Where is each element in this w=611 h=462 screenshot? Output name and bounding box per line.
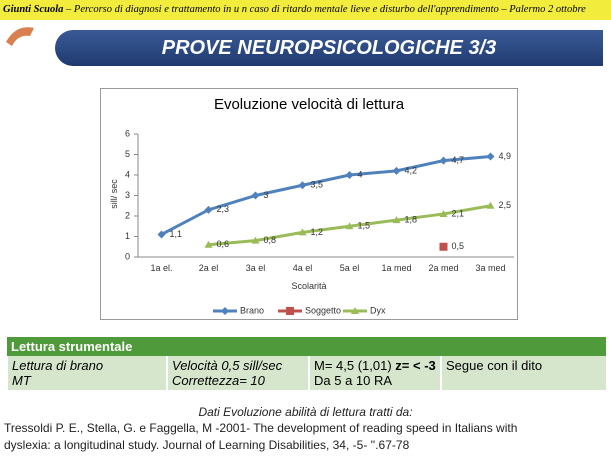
cell-line: Lettura di brano xyxy=(12,358,103,373)
marker xyxy=(440,157,448,165)
data-label: 2,3 xyxy=(217,204,230,214)
cell-line: Correttezza= 10 xyxy=(172,373,265,388)
chart-frame: Evoluzione velocità di lettura sill/ sec… xyxy=(100,88,518,320)
legend-label: Soggetto xyxy=(305,305,341,315)
marker xyxy=(393,167,401,175)
x-tick-label: 1a el. xyxy=(150,263,172,273)
marker xyxy=(440,243,448,251)
y-tick-label: 5 xyxy=(125,149,130,159)
slide: Giunti Scuola – Percorso di diagnosi e t… xyxy=(0,0,611,462)
data-label: 4,7 xyxy=(452,155,465,165)
series-line xyxy=(162,157,491,235)
cell-line: Segue con il dito xyxy=(446,358,542,373)
x-axis-label: Scolarità xyxy=(291,281,326,291)
marker xyxy=(346,171,354,179)
slide-title: PROVE NEUROPSICOLOGICHE 3/3 xyxy=(55,30,603,66)
data-label: 4 xyxy=(358,169,363,179)
data-label: 1,1 xyxy=(170,229,183,239)
data-label: 1,8 xyxy=(405,214,418,224)
table-header: Lettura strumentale xyxy=(7,337,606,356)
logo xyxy=(4,22,38,48)
header: Giunti Scuola – Percorso di diagnosi e t… xyxy=(0,0,611,20)
y-tick-label: 0 xyxy=(125,251,130,261)
cell-bold: z= < -3 xyxy=(395,358,435,373)
cell-line: MT xyxy=(12,373,31,388)
y-axis-label: sill/ sec xyxy=(109,179,119,209)
legend-label: Brano xyxy=(240,305,264,315)
data-label: 0,5 xyxy=(452,241,465,251)
cell-line: Velocità 0,5 sill/sec xyxy=(172,358,282,373)
marker xyxy=(221,307,229,315)
header-text: – Percorso di diagnosi e trattamento in … xyxy=(66,4,586,15)
data-label: 4,2 xyxy=(405,165,418,175)
x-tick-label: 4a el xyxy=(293,263,313,273)
x-tick-label: 2a el xyxy=(199,263,219,273)
data-label: 1,2 xyxy=(311,227,324,237)
data-label: 2,1 xyxy=(452,208,465,218)
marker xyxy=(299,181,307,189)
chart: Evoluzione velocità di lettura sill/ sec… xyxy=(101,89,517,319)
caption: Dati Evoluzione abilità di lettura tratt… xyxy=(0,405,611,419)
cell: Segue con il dito xyxy=(441,356,606,390)
y-tick-label: 1 xyxy=(125,231,130,241)
x-tick-label: 3a med xyxy=(475,263,505,273)
x-tick-label: 1a med xyxy=(381,263,411,273)
data-label: 1,5 xyxy=(358,221,371,231)
chart-title: Evoluzione velocità di lettura xyxy=(214,96,405,113)
y-tick-label: 4 xyxy=(125,169,130,179)
cell-line: Da 5 a 10 RA xyxy=(314,373,392,388)
y-tick-label: 2 xyxy=(125,210,130,220)
x-tick-label: 5a el xyxy=(340,263,360,273)
marker xyxy=(286,307,294,315)
data-label: 3 xyxy=(264,190,269,200)
legend-label: Dyx xyxy=(370,305,386,315)
x-tick-label: 3a el xyxy=(246,263,266,273)
data-label: 0,8 xyxy=(264,235,277,245)
marker xyxy=(487,153,495,161)
reference: Tressoldi P. E., Stella, G. e Faggella, … xyxy=(4,421,517,435)
y-tick-label: 3 xyxy=(125,190,130,200)
data-label: 4,9 xyxy=(499,151,512,161)
cell-line: M= 4,5 (1,01) xyxy=(314,358,395,373)
reference: dyslexia: a longitudinal study. Journal … xyxy=(4,438,409,452)
brand: Giunti Scuola xyxy=(3,4,63,15)
data-label: 3,5 xyxy=(311,180,324,190)
data-label: 0,6 xyxy=(217,239,230,249)
data-label: 2,5 xyxy=(499,200,512,210)
x-tick-label: 2a med xyxy=(428,263,458,273)
marker xyxy=(252,192,260,200)
y-tick-label: 6 xyxy=(125,128,130,138)
